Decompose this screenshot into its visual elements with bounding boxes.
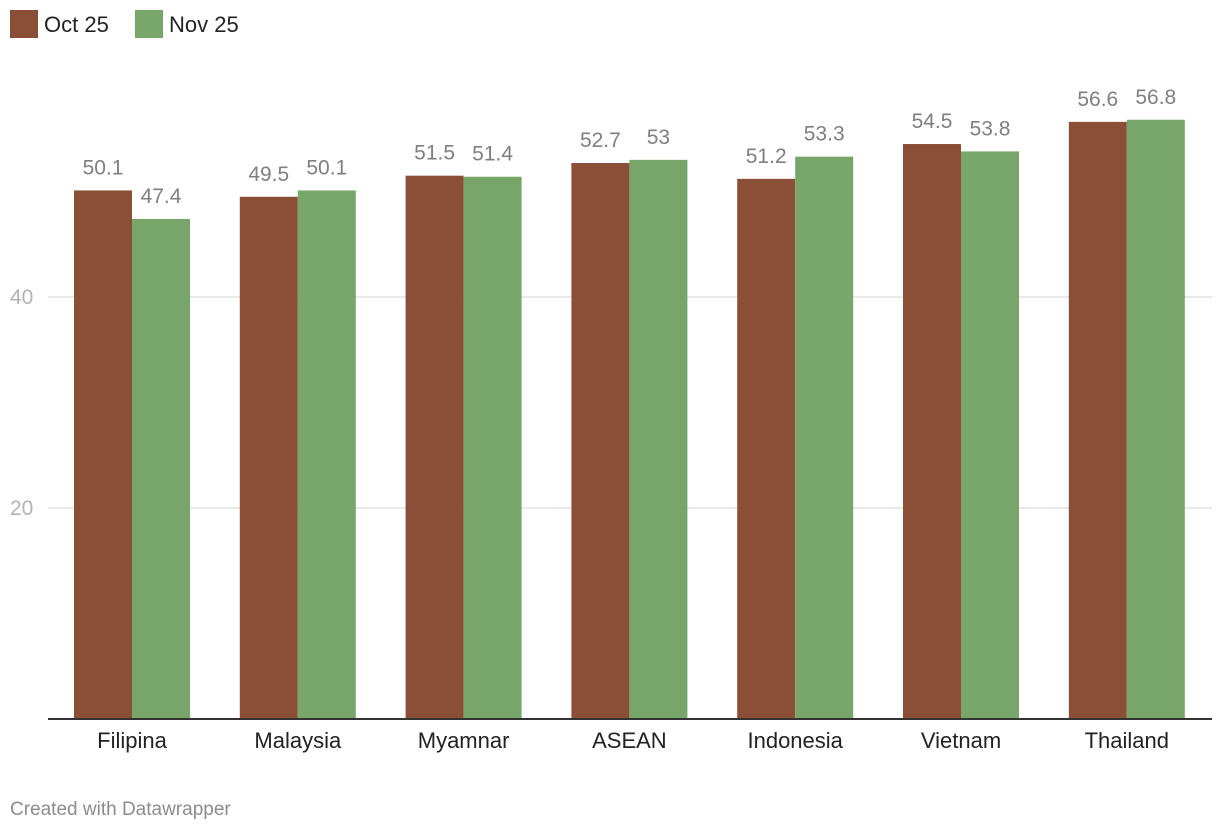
bar-vietnam-nov: [961, 151, 1019, 719]
value-label-thailand-nov: 56.8: [1135, 86, 1176, 109]
value-label-vietnam-nov: 53.8: [970, 117, 1011, 140]
value-label-filipina-nov: 47.4: [141, 185, 182, 208]
credit-text: Created with Datawrapper: [10, 799, 231, 820]
bar-asean-nov: [629, 159, 688, 720]
bar-thailand-nov: [1126, 119, 1185, 719]
value-label-myamnar-nov: 51.4: [472, 143, 513, 166]
value-label-malaysia-oct: 49.5: [248, 163, 289, 186]
value-label-thailand-oct: 56.6: [1077, 88, 1118, 111]
value-label-indonesia-nov: 53.3: [804, 123, 845, 146]
bar-filipina-oct: [74, 190, 132, 719]
bar-myamnar-oct: [405, 175, 464, 720]
bar-thailand-oct: [1068, 121, 1127, 720]
bar-asean-oct: [571, 163, 630, 719]
x-tick-label-thailand: Thailand: [1085, 728, 1169, 753]
legend-label-1: Oct 25: [44, 12, 109, 37]
x-tick-label-vietnam: Vietnam: [921, 728, 1001, 753]
legend-label-2: Nov 25: [169, 12, 239, 37]
y-tick-label-40: 40: [10, 286, 33, 309]
x-axis-labels: Filipina Malaysia Myamnar ASEAN Indonesia Vie…: [97, 728, 1169, 753]
bar-malaysia-nov: [297, 190, 356, 719]
bar-vietnam-oct: [903, 144, 961, 719]
x-tick-label-myamnar: Myamnar: [418, 728, 510, 753]
y-tick-label-20: 20: [10, 497, 33, 520]
x-tick-label-indonesia: Indonesia: [747, 728, 843, 753]
bar-myamnar-nov: [463, 176, 522, 720]
x-tick-label-filipina: Filipina: [97, 728, 167, 753]
x-tick-label-asean: ASEAN: [592, 728, 667, 753]
value-label-vietnam-oct: 54.5: [912, 110, 953, 133]
value-label-asean-oct: 52.7: [580, 129, 621, 152]
bar-indonesia-nov: [795, 156, 854, 719]
legend-swatch-1: [10, 10, 38, 38]
bar-filipina-nov: [132, 218, 190, 719]
bar-malaysia-oct: [239, 196, 298, 719]
bar-indonesia-oct: [737, 178, 796, 720]
value-labels: 50.1 47.4 49.5 50.1 51.5 51.4 52.7 53 51.2 53.3 54…: [83, 86, 1177, 208]
value-label-asean-nov: 53: [647, 126, 670, 149]
x-tick-label-malaysia: Malaysia: [254, 728, 342, 753]
value-label-indonesia-oct: 51.2: [746, 145, 787, 168]
bars: [74, 119, 1185, 720]
value-label-myamnar-oct: 51.5: [414, 142, 455, 165]
value-label-malaysia-nov: 50.1: [306, 156, 347, 179]
value-label-filipina-oct: 50.1: [83, 156, 124, 179]
legend: Oct 25 Nov 25: [10, 10, 239, 38]
legend-swatch-2: [135, 10, 163, 38]
